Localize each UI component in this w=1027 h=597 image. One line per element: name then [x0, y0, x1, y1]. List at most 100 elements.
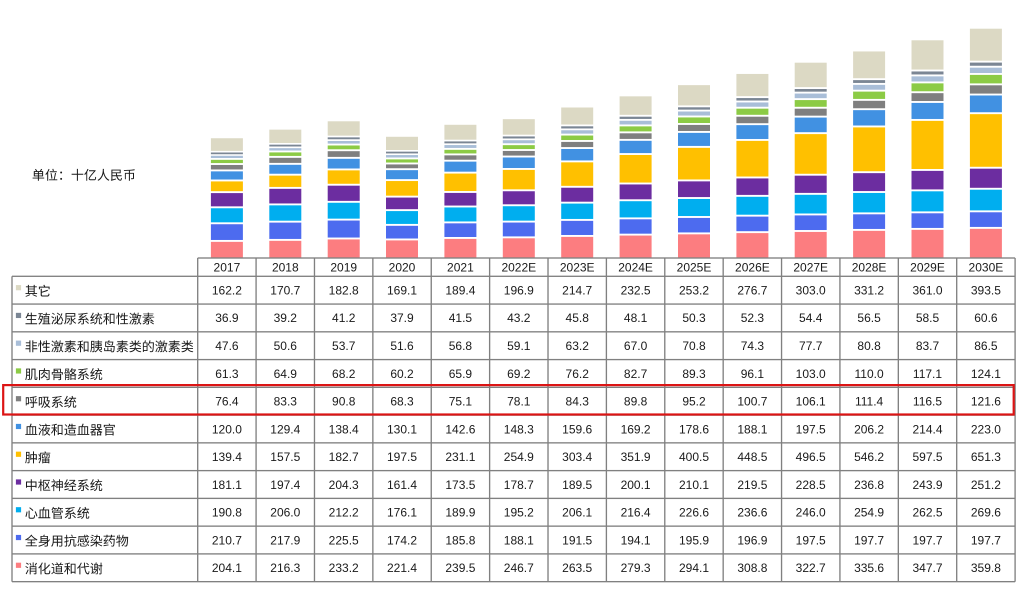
svg-text:195.9: 195.9 — [679, 533, 709, 547]
svg-text:157.5: 157.5 — [270, 450, 300, 464]
svg-text:106.1: 106.1 — [796, 395, 826, 409]
svg-text:216.4: 216.4 — [621, 506, 651, 520]
svg-text:61.3: 61.3 — [215, 367, 239, 381]
svg-text:60.6: 60.6 — [974, 311, 998, 325]
svg-text:124.1: 124.1 — [971, 367, 1001, 381]
svg-text:56.8: 56.8 — [449, 339, 473, 353]
svg-text:221.4: 221.4 — [387, 561, 417, 575]
svg-text:194.1: 194.1 — [621, 533, 651, 547]
svg-text:254.9: 254.9 — [854, 506, 884, 520]
svg-text:96.1: 96.1 — [741, 367, 765, 381]
svg-text:74.3: 74.3 — [741, 339, 765, 353]
svg-text:225.5: 225.5 — [329, 533, 359, 547]
svg-text:103.0: 103.0 — [796, 367, 826, 381]
svg-text:189.5: 189.5 — [562, 478, 592, 492]
svg-text:212.2: 212.2 — [329, 506, 359, 520]
svg-text:43.2: 43.2 — [507, 311, 531, 325]
svg-text:2018: 2018 — [272, 260, 299, 274]
svg-text:52.3: 52.3 — [741, 311, 765, 325]
svg-text:351.9: 351.9 — [621, 450, 651, 464]
svg-text:226.6: 226.6 — [679, 506, 709, 520]
svg-text:182.7: 182.7 — [329, 450, 359, 464]
svg-text:2021: 2021 — [447, 260, 474, 274]
svg-text:196.9: 196.9 — [737, 533, 767, 547]
svg-text:262.5: 262.5 — [912, 506, 942, 520]
svg-text:54.4: 54.4 — [799, 311, 823, 325]
svg-text:347.7: 347.7 — [912, 561, 942, 575]
svg-text:67.0: 67.0 — [624, 339, 648, 353]
svg-text:335.6: 335.6 — [854, 561, 884, 575]
svg-text:308.8: 308.8 — [737, 561, 767, 575]
svg-text:178.7: 178.7 — [504, 478, 534, 492]
svg-text:129.4: 129.4 — [270, 422, 300, 436]
svg-text:294.1: 294.1 — [679, 561, 709, 575]
svg-text:236.8: 236.8 — [854, 478, 884, 492]
svg-text:251.2: 251.2 — [971, 478, 1001, 492]
svg-text:223.0: 223.0 — [971, 422, 1001, 436]
svg-text:50.3: 50.3 — [682, 311, 706, 325]
svg-text:41.2: 41.2 — [332, 311, 356, 325]
svg-text:80.8: 80.8 — [857, 339, 881, 353]
svg-text:322.7: 322.7 — [796, 561, 826, 575]
svg-text:331.2: 331.2 — [854, 284, 884, 298]
svg-text:89.8: 89.8 — [624, 395, 648, 409]
svg-text:279.3: 279.3 — [621, 561, 651, 575]
svg-text:496.5: 496.5 — [796, 450, 826, 464]
svg-text:228.5: 228.5 — [796, 478, 826, 492]
svg-text:95.2: 95.2 — [682, 395, 706, 409]
svg-text:37.9: 37.9 — [390, 311, 414, 325]
svg-text:239.5: 239.5 — [445, 561, 475, 575]
svg-text:161.4: 161.4 — [387, 478, 417, 492]
svg-text:83.3: 83.3 — [274, 395, 298, 409]
svg-text:216.3: 216.3 — [270, 561, 300, 575]
svg-text:197.4: 197.4 — [270, 478, 300, 492]
svg-text:173.5: 173.5 — [445, 478, 475, 492]
svg-text:169.1: 169.1 — [387, 284, 417, 298]
svg-text:206.2: 206.2 — [854, 422, 884, 436]
svg-text:2020: 2020 — [389, 260, 416, 274]
svg-text:58.5: 58.5 — [916, 311, 940, 325]
svg-text:45.8: 45.8 — [566, 311, 590, 325]
svg-text:188.1: 188.1 — [737, 422, 767, 436]
svg-text:651.3: 651.3 — [971, 450, 1001, 464]
svg-text:206.1: 206.1 — [562, 506, 592, 520]
svg-text:2026E: 2026E — [735, 260, 770, 274]
svg-text:2029E: 2029E — [910, 260, 945, 274]
svg-text:90.8: 90.8 — [332, 395, 356, 409]
svg-text:169.2: 169.2 — [621, 422, 651, 436]
svg-text:39.2: 39.2 — [274, 311, 298, 325]
svg-text:400.5: 400.5 — [679, 450, 709, 464]
svg-text:159.6: 159.6 — [562, 422, 592, 436]
svg-text:60.2: 60.2 — [390, 367, 414, 381]
svg-text:359.8: 359.8 — [971, 561, 1001, 575]
svg-text:83.7: 83.7 — [916, 339, 940, 353]
svg-text:448.5: 448.5 — [737, 450, 767, 464]
svg-text:53.7: 53.7 — [332, 339, 356, 353]
svg-text:120.0: 120.0 — [212, 422, 242, 436]
svg-text:393.5: 393.5 — [971, 284, 1001, 298]
svg-text:219.5: 219.5 — [737, 478, 767, 492]
svg-text:2027E: 2027E — [793, 260, 828, 274]
svg-text:121.6: 121.6 — [971, 395, 1001, 409]
svg-text:139.4: 139.4 — [212, 450, 242, 464]
svg-text:254.9: 254.9 — [504, 450, 534, 464]
svg-text:174.2: 174.2 — [387, 533, 417, 547]
svg-text:117.1: 117.1 — [913, 367, 942, 381]
svg-text:189.4: 189.4 — [445, 284, 475, 298]
svg-text:210.1: 210.1 — [679, 478, 709, 492]
svg-text:64.9: 64.9 — [274, 367, 298, 381]
svg-text:178.6: 178.6 — [679, 422, 709, 436]
svg-text:214.7: 214.7 — [562, 284, 592, 298]
svg-text:2024E: 2024E — [618, 260, 653, 274]
svg-text:2022E: 2022E — [501, 260, 536, 274]
svg-text:185.8: 185.8 — [445, 533, 475, 547]
svg-text:56.5: 56.5 — [857, 311, 881, 325]
svg-text:190.8: 190.8 — [212, 506, 242, 520]
svg-text:181.1: 181.1 — [212, 478, 242, 492]
svg-text:48.1: 48.1 — [624, 311, 648, 325]
svg-text:75.1: 75.1 — [449, 395, 473, 409]
svg-text:162.2: 162.2 — [212, 284, 242, 298]
svg-text:111.4: 111.4 — [855, 395, 884, 409]
svg-text:176.1: 176.1 — [387, 506, 417, 520]
svg-text:206.0: 206.0 — [270, 506, 300, 520]
